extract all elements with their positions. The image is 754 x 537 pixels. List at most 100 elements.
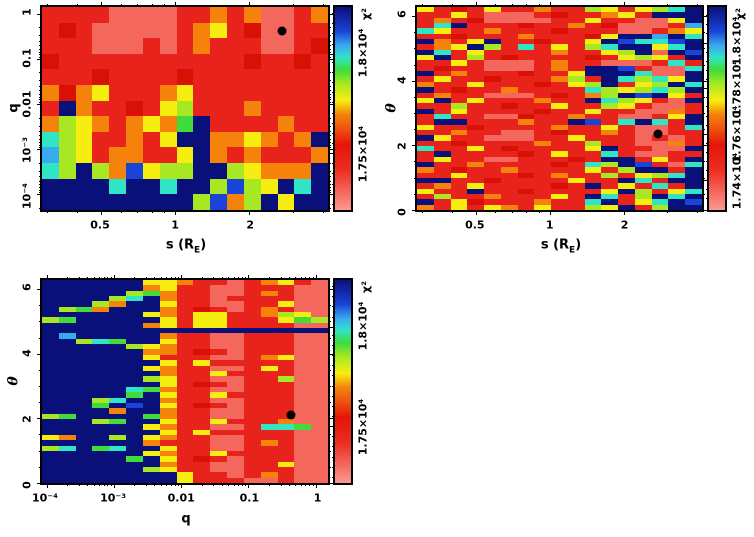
heatmap-cell bbox=[42, 365, 59, 371]
heatmap-cell bbox=[159, 360, 177, 366]
heatmap-cell bbox=[159, 461, 177, 468]
tick-mark bbox=[332, 344, 335, 346]
tick-mark bbox=[39, 80, 42, 82]
heatmap-cell bbox=[159, 472, 177, 478]
heatmap-cell bbox=[567, 65, 585, 72]
heatmap-cell bbox=[58, 413, 76, 419]
heatmap-cell bbox=[243, 328, 261, 334]
heatmap-cell bbox=[584, 97, 602, 104]
heatmap-cell bbox=[634, 76, 652, 82]
tick-mark bbox=[702, 112, 705, 114]
heatmap-cell bbox=[567, 103, 585, 109]
heatmap-cell bbox=[260, 408, 278, 414]
heatmap-cell bbox=[311, 328, 329, 334]
heatmap-cell bbox=[500, 167, 518, 173]
tick-mark bbox=[697, 4, 699, 7]
tick-mark bbox=[414, 129, 417, 131]
heatmap-cell bbox=[210, 322, 228, 329]
heatmap-cell bbox=[433, 33, 451, 40]
colorbar-s-q bbox=[330, 5, 353, 212]
heatmap-cell bbox=[450, 7, 468, 13]
heatmap-cell bbox=[227, 467, 244, 473]
heatmap-cell bbox=[260, 429, 278, 435]
heatmap-cell bbox=[450, 204, 468, 211]
heatmap-cell bbox=[601, 172, 619, 178]
heatmap-cell bbox=[277, 461, 295, 468]
heatmap-cell bbox=[484, 49, 501, 56]
heatmap-cell bbox=[433, 81, 451, 88]
heatmap-cell bbox=[450, 97, 468, 104]
heatmap-cell bbox=[500, 39, 518, 45]
heatmap-cell bbox=[668, 156, 686, 162]
heatmap-cell bbox=[433, 140, 451, 146]
heatmap-cell bbox=[634, 28, 652, 34]
heatmap-cell bbox=[227, 85, 244, 101]
tick-mark bbox=[511, 4, 513, 7]
heatmap-cell bbox=[227, 424, 244, 430]
heatmap-cell bbox=[517, 199, 535, 205]
heatmap-cell bbox=[92, 333, 110, 339]
heatmap-cell bbox=[294, 402, 312, 409]
heatmap-cell bbox=[294, 354, 312, 361]
heatmap-cell bbox=[467, 194, 485, 200]
heatmap-cell bbox=[92, 290, 110, 297]
heatmap-cell bbox=[433, 151, 451, 157]
heatmap-cell bbox=[311, 131, 329, 148]
heatmap-cell bbox=[243, 413, 261, 419]
heatmap-cell bbox=[142, 194, 160, 210]
heatmap-cell bbox=[109, 312, 127, 318]
heatmap-cell bbox=[193, 349, 211, 355]
heatmap-cell bbox=[227, 354, 244, 361]
heatmap-cell bbox=[467, 39, 485, 45]
heatmap-cell bbox=[159, 7, 177, 23]
heatmap-cell bbox=[75, 194, 93, 210]
x-tick-label-text: 10⁻³ bbox=[100, 491, 127, 505]
heatmap-cell bbox=[193, 408, 211, 414]
heatmap-cell bbox=[668, 65, 686, 72]
heatmap-cell bbox=[260, 477, 278, 484]
heatmap-cell bbox=[210, 386, 228, 393]
heatmap-row bbox=[42, 317, 329, 323]
heatmap-cell bbox=[685, 97, 703, 104]
heatmap-cell bbox=[142, 280, 160, 286]
tick-mark bbox=[332, 102, 335, 104]
heatmap-cell bbox=[58, 178, 76, 195]
heatmap-cell bbox=[42, 370, 59, 377]
heatmap-cell bbox=[260, 163, 278, 179]
tick-mark bbox=[706, 115, 709, 117]
heatmap-cell bbox=[126, 408, 143, 414]
heatmap-cell bbox=[243, 280, 261, 286]
heatmap-cell bbox=[517, 49, 535, 56]
heatmap-cell bbox=[126, 100, 143, 117]
heatmap-cell bbox=[58, 402, 76, 409]
heatmap-cell bbox=[92, 22, 110, 39]
heatmap-cell bbox=[210, 451, 228, 457]
heatmap-cell bbox=[159, 147, 177, 164]
heatmap-cell bbox=[159, 69, 177, 86]
x-tick-label-text: 10⁻⁴ bbox=[31, 491, 58, 505]
x-tick-label-text: 0.5 bbox=[90, 218, 110, 232]
tick-mark bbox=[39, 35, 42, 37]
heatmap-cell bbox=[433, 156, 451, 162]
heatmap-cell bbox=[42, 85, 59, 101]
heatmap-cell bbox=[601, 60, 619, 66]
heatmap-cell bbox=[227, 440, 244, 446]
heatmap-cell bbox=[75, 22, 93, 39]
heatmap-cell bbox=[159, 434, 177, 441]
heatmap-cell bbox=[651, 28, 669, 34]
heatmap-cell bbox=[176, 467, 194, 473]
heatmap-cell bbox=[651, 204, 669, 211]
heatmap-cell bbox=[58, 312, 76, 318]
heatmap-cell bbox=[467, 161, 485, 168]
heatmap-cell bbox=[159, 392, 177, 398]
heatmap-cell bbox=[42, 461, 59, 468]
heatmap-cell bbox=[294, 163, 312, 179]
heatmap-row bbox=[417, 28, 703, 34]
heatmap-row bbox=[417, 92, 703, 98]
tick-mark bbox=[77, 210, 79, 213]
tick-mark bbox=[166, 277, 168, 280]
heatmap-cell bbox=[92, 413, 110, 419]
heatmap-cell bbox=[618, 119, 635, 125]
heatmap-cell bbox=[294, 147, 312, 164]
heatmap-cell bbox=[567, 135, 585, 141]
